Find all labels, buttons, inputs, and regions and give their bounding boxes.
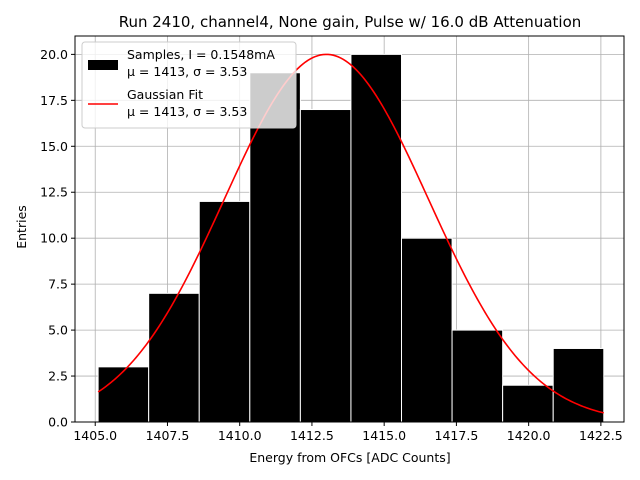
histogram-bar-0 (97, 366, 150, 423)
legend-swatch-samples (88, 60, 118, 70)
y-tick-label-4: 10.0 (40, 231, 68, 246)
histogram-bar-2 (198, 200, 251, 423)
legend-label-fit: Gaussian Fit (127, 87, 203, 102)
histogram-bar-4 (299, 109, 352, 423)
x-tick-label-4: 1415.0 (362, 428, 406, 443)
histogram-bar-5 (350, 53, 403, 423)
x-tick-label-0: 1405.0 (73, 428, 117, 443)
histogram-bars (97, 53, 605, 423)
y-axis-ticks: 0.0 2.5 5.0 7.5 10.0 12.5 15.0 17.5 20.0 (40, 47, 75, 430)
y-tick-label-8: 20.0 (40, 47, 68, 62)
y-tick-label-1: 2.5 (48, 369, 68, 384)
histogram-bar-7 (451, 329, 504, 423)
x-tick-label-6: 1420.0 (507, 428, 551, 443)
histogram-bar-9 (552, 347, 605, 423)
x-axis-label: Energy from OFCs [ADC Counts] (249, 450, 450, 465)
x-tick-label-5: 1417.5 (435, 428, 479, 443)
legend-sub-fit: μ = 1413, σ = 3.53 (127, 104, 247, 119)
histogram-bar-1 (148, 292, 200, 423)
fit-curve-layer (97, 53, 604, 414)
x-tick-label-7: 1422.5 (579, 428, 623, 443)
plot-area-frame (74, 35, 625, 423)
x-tick-label-2: 1410.0 (218, 428, 262, 443)
chart-title: Run 2410, channel4, None gain, Pulse w/ … (119, 13, 582, 31)
legend-box (81, 41, 297, 129)
y-tick-label-7: 17.5 (40, 93, 68, 108)
histogram-bar-8 (502, 384, 554, 423)
x-tick-label-1: 1407.5 (146, 428, 190, 443)
y-axis-label: Entries (14, 205, 29, 249)
legend: Samples, I = 0.1548mA μ = 1413, σ = 3.53… (81, 41, 297, 129)
histogram-bar-6 (401, 237, 453, 423)
y-tick-label-5: 12.5 (40, 185, 68, 200)
x-axis-ticks: 1405.0 1407.5 1410.0 1412.5 1415.0 1417.5 1420… (73, 422, 623, 443)
y-tick-label-3: 7.5 (48, 277, 68, 292)
x-tick-label-3: 1412.5 (290, 428, 334, 443)
y-tick-label-6: 15.0 (40, 139, 68, 154)
y-tick-label-0: 0.0 (48, 415, 68, 430)
gaussian-fit-curve (97, 53, 604, 414)
legend-label-samples: Samples, I = 0.1548mA (127, 47, 275, 62)
legend-sub-samples: μ = 1413, σ = 3.53 (127, 64, 247, 79)
y-tick-label-2: 5.0 (48, 323, 68, 338)
